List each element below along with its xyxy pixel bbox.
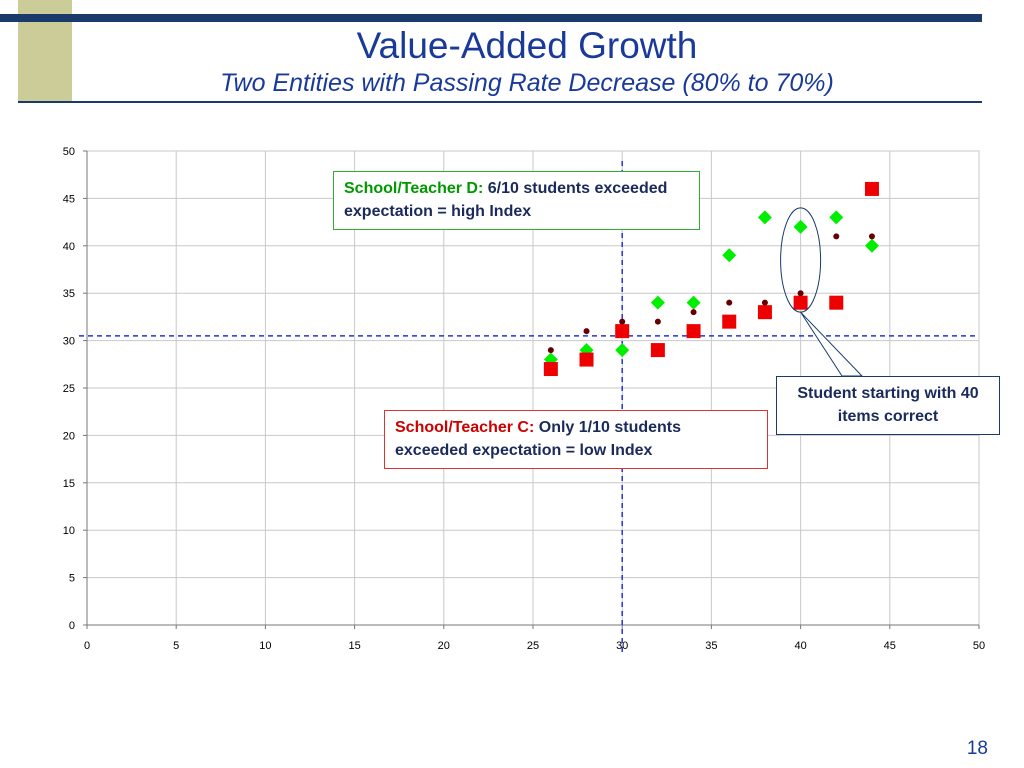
x-tick-label: 0 xyxy=(84,640,90,652)
data-point-diamond xyxy=(829,210,844,225)
y-tick-label: 30 xyxy=(63,336,75,348)
y-tick-label: 50 xyxy=(63,146,75,158)
x-tick-label: 5 xyxy=(173,640,179,652)
data-point-square xyxy=(650,343,665,358)
y-tick-label: 20 xyxy=(63,430,75,442)
x-tick-label: 35 xyxy=(705,640,717,652)
data-point-diamond xyxy=(793,219,808,234)
x-tick-label: 50 xyxy=(973,640,985,652)
data-point-diamond xyxy=(757,210,772,225)
data-point-square xyxy=(793,295,808,310)
callout-teacher-d: School/Teacher D: 6/10 students exceeded… xyxy=(333,171,700,230)
data-point-square xyxy=(543,362,558,377)
slide-title: Value-Added Growth xyxy=(356,25,698,66)
data-point-square xyxy=(579,352,594,367)
y-tick-label: 45 xyxy=(63,193,75,205)
data-point-dot xyxy=(797,290,804,297)
data-point-square xyxy=(722,314,737,329)
data-point-dot xyxy=(583,328,590,335)
callout-teacher-c-label: School/Teacher C: xyxy=(395,419,535,436)
x-tick-label: 15 xyxy=(348,640,360,652)
data-point-square xyxy=(864,181,879,196)
data-point-square xyxy=(615,324,630,339)
x-tick-label: 30 xyxy=(616,640,628,652)
callout-teacher-d-label: School/Teacher D: xyxy=(344,180,484,197)
data-point-diamond xyxy=(864,238,879,253)
data-point-dot xyxy=(868,233,875,240)
y-tick-label: 5 xyxy=(69,573,75,585)
y-tick-label: 0 xyxy=(69,620,75,632)
data-point-diamond xyxy=(722,248,737,263)
slide-subtitle: Two Entities with Passing Rate Decrease … xyxy=(220,69,834,97)
title-rule xyxy=(18,101,982,103)
callout-teacher-d-text: 6/10 students exceeded expectation = hig… xyxy=(344,180,668,220)
x-tick-label: 10 xyxy=(259,640,271,652)
data-point-square xyxy=(686,324,701,339)
data-point-diamond xyxy=(686,295,701,310)
callout-teacher-c: School/Teacher C: Only 1/10 students exc… xyxy=(384,410,768,469)
data-point-square xyxy=(829,295,844,310)
data-point-dot xyxy=(761,299,768,306)
data-point-dot xyxy=(726,299,733,306)
data-point-dot xyxy=(654,318,661,325)
x-tick-label: 40 xyxy=(794,640,806,652)
x-tick-label: 25 xyxy=(527,640,539,652)
data-point-dot xyxy=(833,233,840,240)
callout-student: Student starting with 40 items correct xyxy=(776,376,1000,435)
data-point-dot xyxy=(619,318,626,325)
x-tick-label: 45 xyxy=(884,640,896,652)
callout-student-text: Student starting with 40 items correct xyxy=(797,385,979,425)
callout-teacher-c-text: Only 1/10 students exceeded expectation … xyxy=(395,419,682,459)
data-point-dot xyxy=(690,309,697,316)
data-point-square xyxy=(757,305,772,320)
y-tick-label: 10 xyxy=(63,525,75,537)
data-point-diamond xyxy=(615,343,630,358)
top-bar xyxy=(0,14,982,22)
y-tick-label: 40 xyxy=(63,241,75,253)
y-tick-label: 15 xyxy=(63,478,75,490)
data-point-diamond xyxy=(650,295,665,310)
x-tick-label: 20 xyxy=(438,640,450,652)
page-number: 18 xyxy=(966,738,988,759)
data-point-dot xyxy=(547,347,554,354)
y-tick-label: 35 xyxy=(63,288,75,300)
y-tick-label: 25 xyxy=(63,383,75,395)
